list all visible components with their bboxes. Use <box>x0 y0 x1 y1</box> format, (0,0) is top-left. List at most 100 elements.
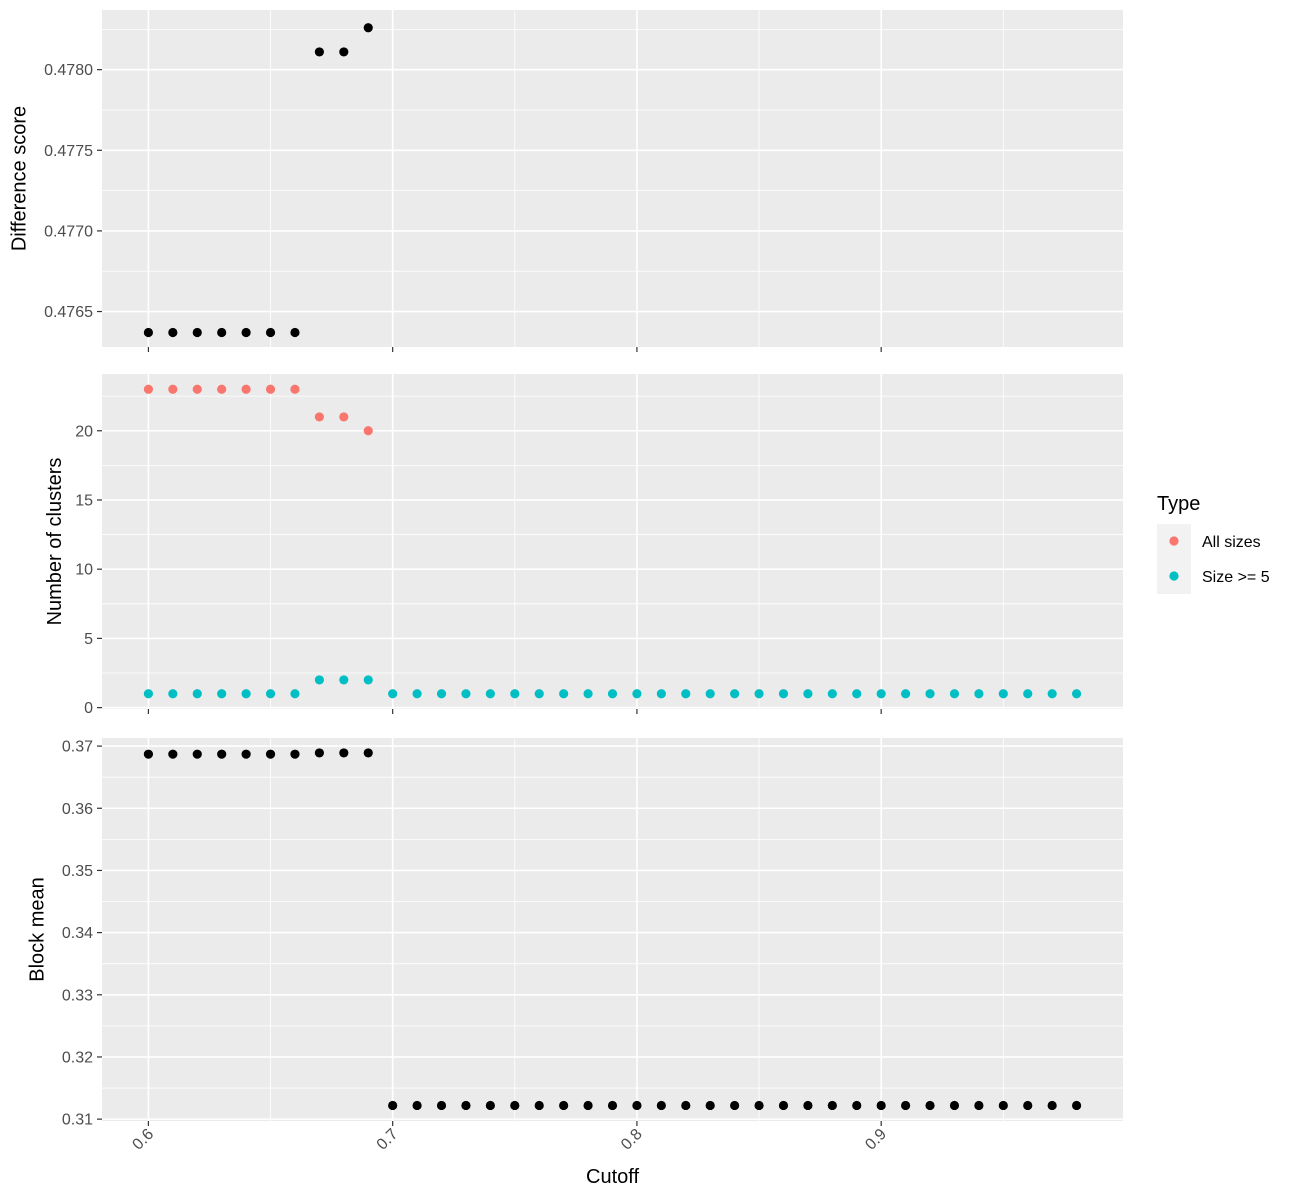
data-point <box>974 1100 984 1111</box>
data-point <box>998 689 1008 699</box>
y-tick-label: 0.33 <box>62 987 93 1004</box>
data-point <box>681 1100 691 1111</box>
data-point <box>314 47 324 57</box>
data-point <box>461 689 471 699</box>
data-point <box>827 1100 837 1111</box>
data-point <box>265 327 276 338</box>
y-tick-label: 0 <box>84 700 93 717</box>
data-point <box>363 675 373 685</box>
legend-entry: All sizes <box>1169 534 1261 551</box>
y-tick-label: 15 <box>75 492 93 509</box>
data-point <box>485 1100 495 1111</box>
data-point <box>534 1100 544 1111</box>
data-point <box>778 689 789 699</box>
series-blockmean <box>143 748 1082 1111</box>
data-point <box>925 1100 935 1111</box>
series-size-5 <box>143 675 1082 699</box>
data-point <box>290 749 300 759</box>
series-difference <box>143 23 373 338</box>
y-tick-label: 0.32 <box>62 1049 93 1066</box>
data-point <box>607 1100 618 1111</box>
data-point <box>534 689 544 699</box>
legend-label: Size >= 5 <box>1202 569 1270 586</box>
series-all-sizes <box>143 384 373 436</box>
data-point <box>632 689 642 699</box>
data-point <box>168 749 178 759</box>
data-point <box>754 1100 764 1111</box>
data-point <box>705 689 715 699</box>
y-axis-title: Block mean <box>26 877 48 982</box>
y-tick-label: 0.31 <box>62 1112 93 1129</box>
panel-background <box>102 374 1123 709</box>
data-point <box>656 1100 666 1111</box>
data-point <box>217 384 227 394</box>
data-point <box>1071 1100 1082 1111</box>
data-point <box>1023 689 1033 699</box>
data-point <box>559 1100 569 1111</box>
data-point <box>949 689 960 699</box>
y-tick-label: 0.37 <box>62 739 93 756</box>
x-tick-label: 0.7 <box>374 1126 402 1154</box>
data-point <box>339 47 349 57</box>
data-point <box>388 689 398 699</box>
data-point <box>265 689 276 699</box>
data-point <box>803 689 813 699</box>
data-point <box>241 384 251 394</box>
data-point <box>974 689 984 699</box>
data-point <box>363 426 373 436</box>
legend-key <box>1169 571 1179 581</box>
data-point <box>876 689 886 699</box>
y-tick-label: 0.36 <box>62 801 93 818</box>
data-point <box>314 748 324 758</box>
legend-label: All sizes <box>1202 534 1261 551</box>
data-point <box>168 384 178 394</box>
data-point <box>241 327 251 338</box>
data-point <box>143 749 154 759</box>
data-point <box>852 1100 862 1111</box>
data-point <box>901 1100 911 1111</box>
data-point <box>192 689 202 699</box>
data-point <box>876 1100 886 1111</box>
data-point <box>901 689 911 699</box>
data-point <box>217 327 227 338</box>
data-point <box>192 327 202 338</box>
panel-background <box>102 738 1123 1121</box>
data-point <box>607 689 618 699</box>
y-tick-label: 0.35 <box>62 863 93 880</box>
data-point <box>632 1100 642 1111</box>
data-point <box>510 1100 520 1111</box>
data-point <box>1047 689 1057 699</box>
y-tick-label: 0.4765 <box>44 304 93 321</box>
data-point <box>363 23 373 33</box>
legend-title: Type <box>1157 493 1200 515</box>
data-point <box>1023 1100 1033 1111</box>
data-point <box>754 689 764 699</box>
data-point <box>949 1100 960 1111</box>
data-point <box>339 675 349 685</box>
panel-blockmean: 0.31 0.32 0.33 0.34 0.35 0.36 0.37 Block mean <box>26 738 1123 1129</box>
data-point <box>143 384 154 394</box>
data-point <box>436 689 447 699</box>
data-point <box>168 327 178 338</box>
panel-clusters: 0 5 10 15 20 Number of clusters <box>44 374 1123 717</box>
x-axis: 0.6 0.7 0.8 0.9 <box>129 1126 890 1154</box>
y-tick-label: 0.4775 <box>44 143 93 160</box>
data-point <box>363 748 373 758</box>
y-tick-label: 0.34 <box>62 925 93 942</box>
data-point <box>436 1100 447 1111</box>
data-point <box>143 689 154 699</box>
data-point <box>730 1100 740 1111</box>
y-tick-label: 20 <box>75 423 93 440</box>
legend: Type All sizes Size >= 5 <box>1157 493 1270 594</box>
data-point <box>583 1100 593 1111</box>
data-point <box>265 384 276 394</box>
data-point <box>217 689 227 699</box>
x-tick-label: 0.6 <box>129 1126 157 1154</box>
data-point <box>388 1100 398 1111</box>
data-point <box>290 689 300 699</box>
y-tick-label: 0.4780 <box>44 62 93 79</box>
data-point <box>168 689 178 699</box>
data-point <box>412 689 422 699</box>
data-point <box>827 689 837 699</box>
